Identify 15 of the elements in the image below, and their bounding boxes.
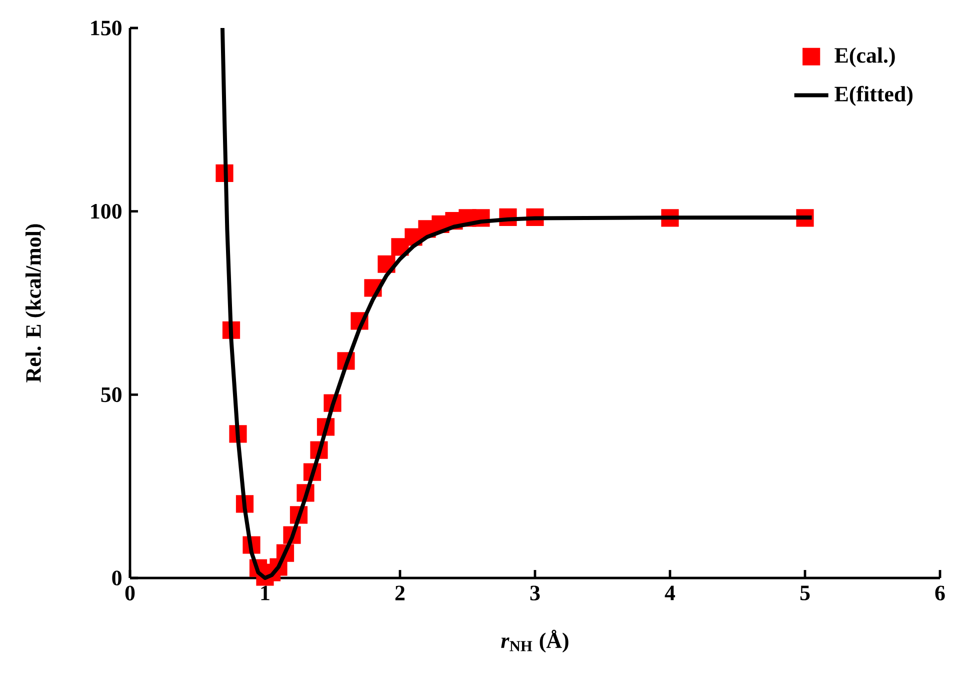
y-tick-label: 150 [91, 20, 122, 36]
y-tick-label: 100 [91, 204, 122, 219]
x-tick-label: 4 [664, 586, 676, 600]
x-tick-label: 6 [935, 586, 945, 600]
x-tick-label: 1 [261, 586, 270, 600]
x-tick-label: 5 [800, 586, 810, 600]
legend-label: E(fitted) [834, 86, 912, 106]
y-axis-title: Rel. E (kcal/mol) [25, 224, 46, 382]
y-tick-label: 0 [112, 570, 122, 586]
x-tick-label: 3 [530, 586, 540, 600]
x-axis-title: r$_{NH}$ (Å) [501, 630, 568, 653]
x-tick-label: 2 [395, 586, 405, 600]
legend-label: E(cal.) [834, 47, 895, 68]
x-tick-label: 0 [125, 586, 135, 600]
y-tick-label: 50 [101, 387, 122, 402]
